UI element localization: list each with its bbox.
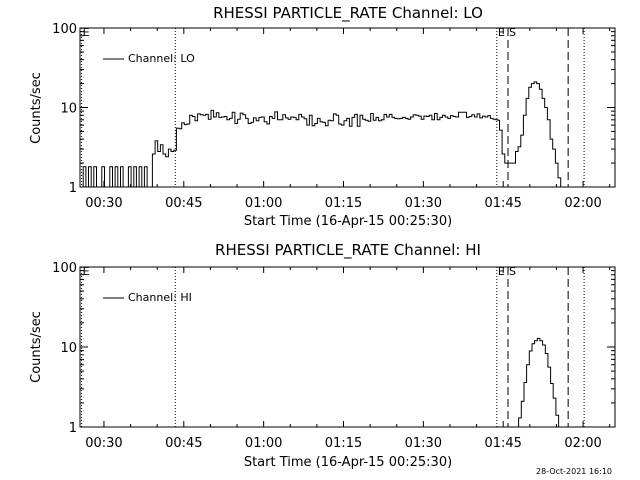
axis-ticks-lo: 00:30 00:45 01:00 01:15 01:30 01:45 02:00 1 10 10…	[52, 22, 615, 211]
x-tick-label-hi-0: 00:30	[85, 436, 122, 451]
legend-label-lo: Channel: LO	[128, 52, 195, 65]
footer-timestamp: 28-Oct-2021 16:10	[536, 467, 612, 476]
y-tick-label-lo-1: 10	[60, 102, 77, 117]
marker-label-hi-0: E	[83, 265, 90, 278]
data-line-lo	[80, 81, 564, 188]
x-tick-label-hi-6: 02:00	[564, 436, 601, 451]
y-axis-label-hi: Counts/sec	[29, 311, 44, 383]
chart-title-lo: RHESSI PARTICLE_RATE Channel: LO	[213, 4, 483, 23]
x-tick-label-lo-3: 01:15	[325, 196, 362, 211]
marker-label-lo-3: S	[509, 26, 516, 39]
y-tick-label-hi-1: 10	[60, 341, 77, 356]
x-tick-label-hi-4: 01:30	[405, 436, 442, 451]
panel-lo: RHESSI PARTICLE_RATE Channel: LO Counts/…	[29, 4, 616, 229]
chart-title-hi: RHESSI PARTICLE_RATE Channel: HI	[215, 241, 481, 260]
x-tick-label-lo-1: 00:45	[165, 196, 202, 211]
plot-frame-lo	[79, 27, 616, 188]
x-tick-label-lo-4: 01:30	[405, 196, 442, 211]
x-tick-label-lo-5: 01:45	[484, 196, 521, 211]
x-tick-label-lo-6: 02:00	[564, 196, 601, 211]
x-tick-label-lo-0: 00:30	[85, 196, 122, 211]
x-axis-label-hi: Start Time (16-Apr-15 00:25:30)	[244, 455, 452, 470]
plot-frame-hi	[79, 266, 616, 428]
marker-label-lo-2: E	[498, 26, 505, 39]
x-axis-label-lo: Start Time (16-Apr-15 00:25:30)	[244, 214, 452, 229]
y-tick-label-lo-2: 100	[52, 22, 77, 37]
x-tick-label-hi-1: 00:45	[165, 436, 202, 451]
legend-label-hi: Channel: HI	[128, 291, 192, 304]
x-tick-label-lo-2: 01:00	[245, 196, 282, 211]
marker-label-lo-0: E	[83, 26, 90, 39]
panel-hi: RHESSI PARTICLE_RATE Channel: HI Counts/…	[29, 241, 616, 470]
x-tick-label-hi-2: 01:00	[245, 436, 282, 451]
y-tick-label-hi-2: 100	[52, 261, 77, 276]
marker-label-hi-2: E	[498, 265, 505, 278]
y-tick-label-hi-0: 1	[69, 421, 77, 436]
x-tick-label-hi-5: 01:45	[484, 436, 521, 451]
data-line-hi	[516, 337, 560, 428]
x-tick-label-hi-3: 01:15	[325, 436, 362, 451]
y-axis-label-lo: Counts/sec	[29, 72, 44, 144]
y-tick-label-lo-0: 1	[69, 181, 77, 196]
marker-label-hi-3: S	[509, 265, 516, 278]
